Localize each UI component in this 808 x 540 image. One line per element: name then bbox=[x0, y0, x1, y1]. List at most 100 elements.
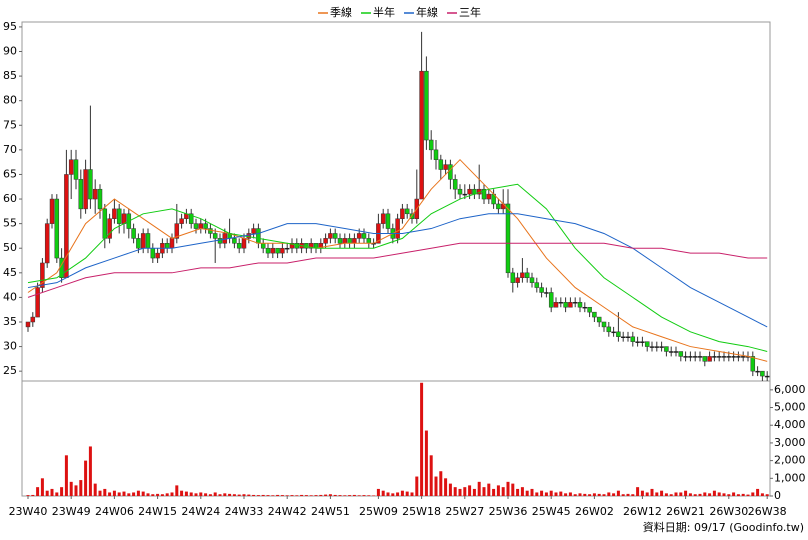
x-tick-label: 23W49 bbox=[52, 505, 91, 518]
y-tick-label: 65 bbox=[3, 167, 17, 180]
volume-bar bbox=[348, 495, 352, 496]
volume-bar bbox=[79, 480, 83, 496]
volume-bar bbox=[256, 495, 260, 496]
volume-bar bbox=[650, 488, 654, 496]
volume-bar bbox=[328, 494, 332, 496]
y2-tick-label: 1,000 bbox=[774, 471, 806, 484]
y2-tick-label: 6,000 bbox=[774, 383, 806, 396]
x-tick-label: 24W51 bbox=[311, 505, 350, 518]
candle-body bbox=[337, 238, 343, 244]
candle-body bbox=[726, 356, 732, 358]
candle-body bbox=[481, 188, 487, 200]
candle-body bbox=[203, 223, 208, 229]
volume-bar bbox=[165, 493, 169, 496]
candle-body bbox=[419, 70, 424, 200]
x-tick-label: 26W30 bbox=[709, 505, 748, 518]
volume-bar bbox=[621, 494, 625, 496]
volume-bar bbox=[698, 493, 702, 496]
volume-bar bbox=[530, 488, 534, 496]
candle-body bbox=[121, 213, 127, 224]
y2-tick-label: 4,000 bbox=[774, 418, 806, 431]
legend-label: 年線 bbox=[416, 5, 438, 19]
candle-body bbox=[755, 370, 760, 373]
candle-body bbox=[347, 238, 352, 244]
x-tick-label: 24W24 bbox=[181, 505, 220, 518]
volume-bar bbox=[290, 495, 294, 496]
volume-bar bbox=[180, 490, 184, 496]
candle-body bbox=[654, 346, 660, 348]
volume-bar bbox=[362, 495, 366, 496]
volume-bar bbox=[208, 494, 212, 496]
candle-body bbox=[659, 346, 664, 348]
volume-bar bbox=[357, 495, 361, 496]
volume-bar bbox=[189, 492, 193, 496]
candle-body bbox=[116, 208, 122, 224]
candle-body bbox=[760, 370, 765, 377]
candle-body bbox=[265, 247, 271, 254]
volume-bar bbox=[228, 493, 232, 496]
candle-body bbox=[49, 198, 55, 224]
volume-bar bbox=[501, 487, 505, 496]
candle-body bbox=[188, 213, 194, 224]
volume-bar bbox=[232, 494, 236, 496]
plot-frame bbox=[21, 21, 771, 497]
volume-bar bbox=[160, 494, 164, 496]
candle-body bbox=[145, 233, 151, 249]
volume-bar bbox=[276, 494, 280, 496]
x-tick-label: 24W15 bbox=[138, 505, 177, 518]
volume-bar bbox=[223, 493, 227, 496]
volume-bar bbox=[132, 492, 136, 496]
y-tick-label: 35 bbox=[3, 315, 17, 328]
candle-body bbox=[544, 292, 549, 294]
volume-bar bbox=[592, 493, 596, 496]
candle-body bbox=[112, 208, 117, 219]
volume-bar bbox=[655, 492, 659, 496]
volume-bar bbox=[458, 488, 462, 496]
candle-body bbox=[673, 351, 679, 353]
candle-body bbox=[448, 164, 453, 180]
x-tick-label: 24W42 bbox=[268, 505, 307, 518]
volume-bar bbox=[578, 493, 582, 496]
candle-body bbox=[438, 159, 444, 170]
candle-body bbox=[131, 228, 136, 239]
volume-bar bbox=[400, 490, 404, 496]
volume-bar bbox=[588, 494, 592, 496]
candle-body bbox=[606, 326, 612, 333]
volume-bar bbox=[242, 494, 246, 496]
volume-bar bbox=[453, 487, 457, 496]
volume-bar bbox=[492, 488, 496, 496]
candle-body bbox=[289, 243, 295, 249]
volume-bar bbox=[540, 490, 544, 496]
candle-body bbox=[222, 233, 228, 244]
volume-bar bbox=[391, 493, 395, 496]
volume-bar bbox=[506, 481, 510, 496]
candle-body bbox=[342, 238, 348, 244]
volume-bar bbox=[746, 494, 750, 496]
volume-bar bbox=[684, 490, 688, 496]
candle-body bbox=[102, 208, 108, 239]
volume-bar bbox=[338, 495, 342, 496]
y-tick-label: 75 bbox=[3, 118, 17, 131]
x-tick-label: 26W02 bbox=[575, 505, 614, 518]
volume-bar bbox=[117, 492, 121, 496]
x-tick-label: 26W21 bbox=[666, 505, 705, 518]
volume-bar bbox=[573, 494, 577, 496]
volume-bar bbox=[602, 494, 606, 496]
candle-body bbox=[174, 223, 180, 239]
candle-body bbox=[568, 302, 573, 308]
candle-body bbox=[280, 247, 285, 254]
volume-bar bbox=[626, 493, 630, 496]
candle-body bbox=[217, 238, 223, 244]
candle-body bbox=[587, 306, 592, 313]
y-tick-label: 45 bbox=[3, 266, 17, 279]
candle-body bbox=[678, 351, 684, 357]
volume-bar bbox=[60, 487, 64, 496]
volume-bar bbox=[376, 488, 380, 496]
candle-body bbox=[208, 228, 213, 234]
volume-bar bbox=[343, 495, 347, 496]
volume-bar bbox=[266, 495, 270, 496]
candle-body bbox=[64, 174, 69, 278]
candle-body bbox=[270, 247, 276, 254]
volume-bar bbox=[261, 494, 265, 496]
